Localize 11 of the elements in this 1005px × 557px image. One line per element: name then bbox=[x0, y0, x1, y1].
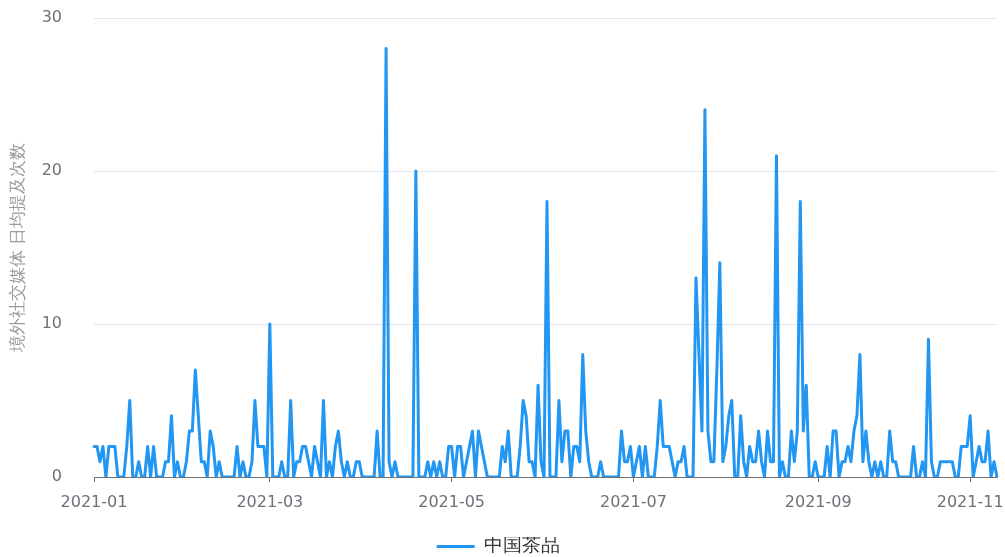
y-axis-title: 境外社交媒体 日均提及次数 bbox=[6, 142, 27, 354]
x-tick-label: 2021-03 bbox=[236, 491, 304, 511]
x-tick-label: 2021-09 bbox=[784, 491, 852, 511]
x-tick-label: 2021-07 bbox=[599, 491, 667, 511]
x-tick-label: 2021-05 bbox=[418, 491, 486, 511]
y-tick-label: 20 bbox=[41, 160, 62, 180]
y-tick-label: 10 bbox=[41, 313, 62, 333]
x-tick-label: 2021-11 bbox=[936, 491, 1004, 511]
y-tick-label: 30 bbox=[41, 7, 62, 27]
x-tick-label: 2021-01 bbox=[60, 491, 128, 511]
y-tick-label: 0 bbox=[51, 466, 62, 486]
